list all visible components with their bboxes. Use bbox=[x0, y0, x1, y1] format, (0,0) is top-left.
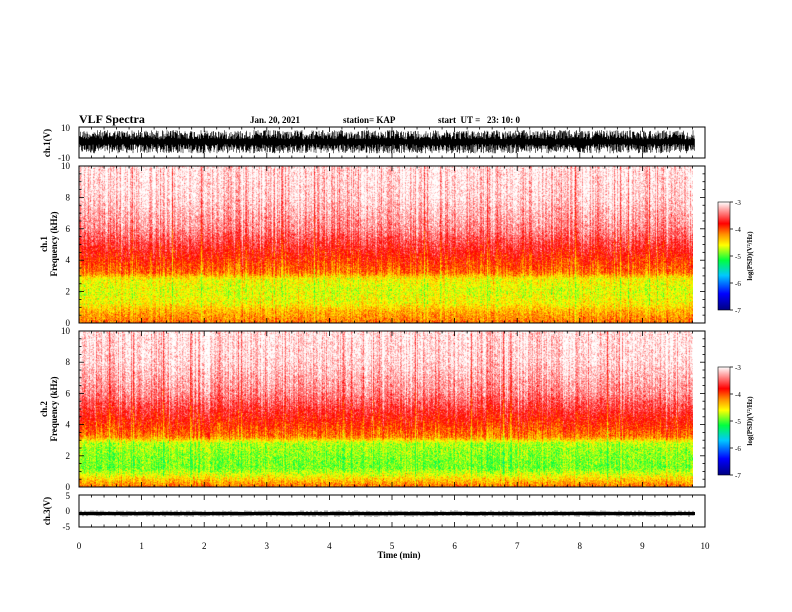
time-tick-label: 7 bbox=[515, 541, 520, 551]
colorbar-tick-label: -6 bbox=[735, 280, 741, 288]
ch3-ytick-bottom: -5 bbox=[63, 522, 71, 532]
ch2-colorbar-label: log(PSD)(V²/Hz) bbox=[746, 396, 754, 446]
colorbar-tick-label: -5 bbox=[735, 418, 741, 426]
freq-tick-label: 4 bbox=[66, 255, 71, 265]
colorbar-tick-label: -3 bbox=[735, 364, 741, 372]
ch2-colorbar-gradient bbox=[717, 366, 731, 476]
time-tick-label: 1 bbox=[139, 541, 144, 551]
time-tick-label: 4 bbox=[327, 541, 332, 551]
time-tick-label: 10 bbox=[701, 541, 711, 551]
figure-title: VLF Spectra bbox=[79, 112, 145, 126]
colorbar-tick-label: -7 bbox=[735, 307, 741, 315]
ch2-spectrogram-ylabel-channel: ch.2 bbox=[39, 401, 49, 417]
ch3-waveform-panel: 5 0 -5 ch.3(V) bbox=[42, 491, 706, 532]
ch1-colorbar-label: log(PSD)(V²/Hz) bbox=[746, 231, 754, 281]
colorbar-tick-label: -3 bbox=[735, 199, 741, 207]
colorbar-tick-label: -5 bbox=[735, 253, 741, 261]
freq-tick-label: 2 bbox=[66, 287, 71, 297]
time-tick-label: 9 bbox=[640, 541, 645, 551]
freq-tick-label: 0 bbox=[66, 482, 71, 492]
ch1-ytick-bottom: -10 bbox=[58, 153, 70, 163]
freq-tick-label: 0 bbox=[66, 318, 71, 328]
colorbar-tick-label: -7 bbox=[735, 472, 741, 480]
ch1-waveform-line bbox=[78, 130, 695, 154]
ch3-ytick-mid: 0 bbox=[66, 506, 71, 516]
freq-tick-label: 6 bbox=[66, 224, 71, 234]
ch1-ytick-top: 10 bbox=[61, 123, 71, 133]
time-tick-label: 3 bbox=[265, 541, 270, 551]
freq-tick-label: 2 bbox=[66, 451, 71, 461]
freq-tick-label: 10 bbox=[61, 161, 71, 171]
ch1-colorbar-gradient bbox=[717, 201, 731, 311]
station-label: station= KAP bbox=[343, 115, 396, 125]
colorbar-tick-label: -4 bbox=[735, 391, 741, 399]
ch1-spectrogram-ylabel-frequency: Frequency (kHz) bbox=[49, 211, 59, 276]
ch3-waveform-ylabel: ch.3(V) bbox=[42, 497, 52, 525]
freq-tick-label: 8 bbox=[66, 357, 71, 367]
ch3-waveform-line bbox=[78, 510, 694, 517]
colorbar-tick-label: -4 bbox=[735, 226, 741, 234]
ch2-spectrogram-panel: 0 2 4 6 8 10 ch.2 Frequency (kHz) bbox=[39, 326, 706, 492]
ch2-colorbar: -3 -4 -5 -6 -7 log(PSD)(V²/Hz) bbox=[717, 364, 754, 480]
freq-tick-label: 6 bbox=[66, 388, 71, 398]
ch1-waveform-trace bbox=[78, 130, 695, 154]
start-ut-label: start UT = 23: 10: 0 bbox=[438, 115, 520, 125]
time-tick-label: 2 bbox=[202, 541, 207, 551]
date-label: Jan. 20, 2021 bbox=[250, 115, 301, 125]
time-tick-label: 5 bbox=[390, 541, 395, 551]
time-tick-label: 8 bbox=[578, 541, 583, 551]
time-tick-label: 0 bbox=[77, 541, 82, 551]
ch1-waveform-ylabel: ch.1(V) bbox=[42, 129, 52, 157]
freq-tick-label: 4 bbox=[66, 420, 71, 430]
ch3-ytick-top: 5 bbox=[66, 491, 71, 501]
freq-tick-label: 10 bbox=[61, 326, 71, 336]
time-axis-tick-labels: 0 1 2 3 4 5 6 7 8 9 10 bbox=[77, 541, 710, 551]
ch1-spectrogram-image bbox=[79, 166, 693, 323]
ch3-waveform-trace bbox=[78, 510, 695, 517]
time-tick-label: 6 bbox=[452, 541, 457, 551]
ch1-spectrogram-panel: 0 2 4 6 8 10 ch.1 Frequency (kHz) bbox=[39, 161, 706, 328]
freq-tick-label: 8 bbox=[66, 192, 71, 202]
ch1-spectrogram-ylabel-channel: ch.1 bbox=[39, 236, 49, 252]
ch2-spectrogram-image bbox=[79, 331, 693, 487]
ch1-waveform-panel: 10 -10 ch.1(V) bbox=[42, 123, 706, 163]
ch2-spectrogram-ylabel-frequency: Frequency (kHz) bbox=[49, 376, 59, 441]
ch1-colorbar: -3 -4 -5 -6 -7 log(PSD)(V²/Hz) bbox=[717, 199, 754, 315]
colorbar-tick-label: -6 bbox=[735, 445, 741, 453]
time-axis-label: Time (min) bbox=[377, 550, 420, 560]
